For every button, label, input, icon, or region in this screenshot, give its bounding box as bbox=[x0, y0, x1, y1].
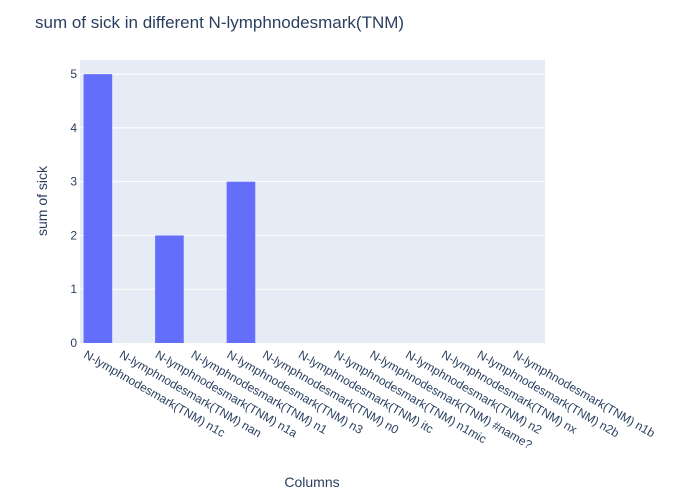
plot-area bbox=[80, 60, 545, 343]
y-axis-title: sum of sick bbox=[34, 165, 50, 237]
y-tick-label: 3 bbox=[70, 175, 77, 189]
y-tick-label: 2 bbox=[70, 228, 77, 242]
y-tick-label: 1 bbox=[70, 282, 77, 296]
y-tick-label: 4 bbox=[70, 121, 77, 135]
bar bbox=[155, 235, 184, 343]
chart-title: sum of sick in different N-lymphnodesmar… bbox=[35, 13, 405, 32]
bar bbox=[83, 74, 113, 343]
bar bbox=[226, 181, 256, 343]
y-tick-label: 0 bbox=[70, 336, 77, 350]
x-axis-title: Columns bbox=[284, 474, 340, 490]
y-tick-label: 5 bbox=[70, 67, 77, 81]
